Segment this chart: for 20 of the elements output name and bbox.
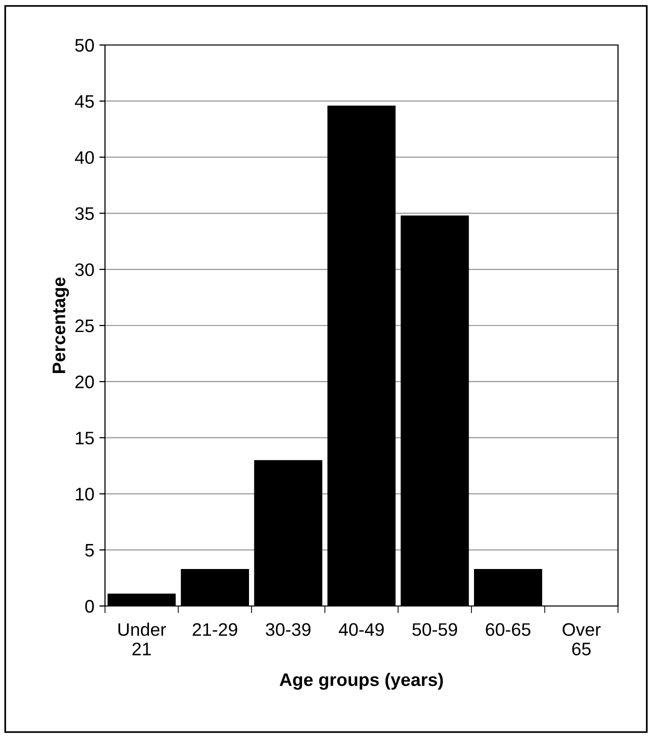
y-tick-label: 45 (74, 95, 94, 108)
y-tick-label: 5 (85, 544, 94, 557)
y-tick-label: 35 (75, 207, 94, 220)
y-tick-label: 40 (74, 151, 94, 164)
x-tick-label: 50-59 (412, 623, 458, 636)
x-tick-label: 21-29 (192, 623, 238, 636)
x-axis-title: Age groups (years) (280, 672, 443, 690)
x-tick-label: 30-39 (266, 623, 310, 636)
y-tick-label: 10 (76, 488, 94, 501)
y-tick-label: 20 (75, 376, 94, 388)
y-tick-label: 25 (75, 319, 94, 332)
x-tick-label: 40-49 (338, 623, 384, 636)
y-tick-label: 30 (75, 263, 94, 276)
x-tick-label: Under 21 (118, 622, 166, 656)
y-tick-label: 50 (75, 38, 94, 52)
y-tick-label: 15 (76, 432, 94, 444)
y-axis-title: Percentage (52, 277, 69, 373)
x-tick-label: Over 65 (562, 623, 601, 656)
x-tick-label: 60-65 (486, 623, 530, 636)
y-tick-label: 0 (85, 600, 94, 613)
